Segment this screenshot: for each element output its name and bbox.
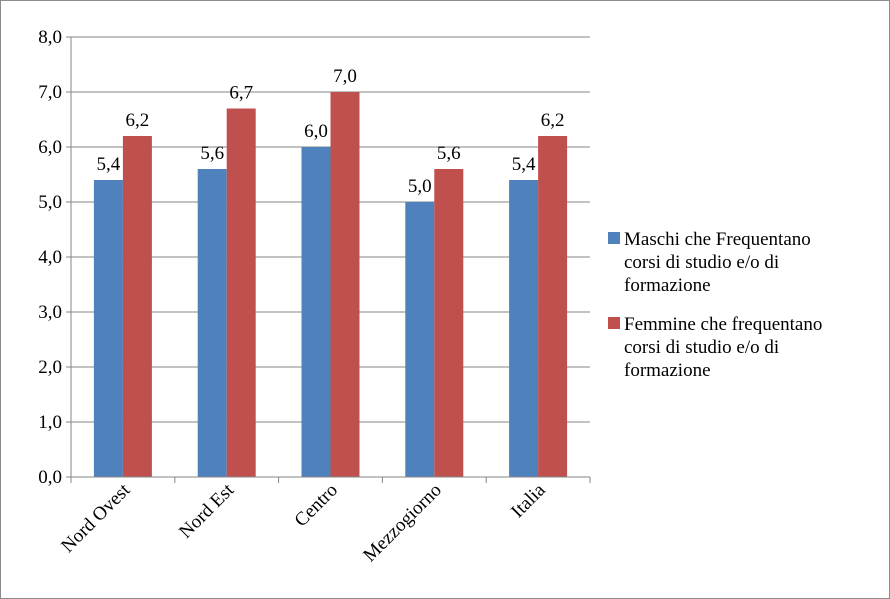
y-tick-label: 4,0 <box>38 247 62 268</box>
legend-swatch <box>608 317 620 329</box>
y-tick-label: 6,0 <box>38 137 62 158</box>
bar <box>405 202 435 477</box>
data-label: 5,6 <box>200 143 224 164</box>
data-labels: 5,46,25,66,76,07,05,05,65,46,2 <box>97 66 565 197</box>
y-tick-label: 2,0 <box>38 357 62 378</box>
x-tick-label: Centro <box>291 480 342 531</box>
x-axis: Nord Ovest Nord Est Centro Mezzogiorno Itali… <box>57 476 591 566</box>
data-label: 6,0 <box>304 121 328 142</box>
y-tick-label: 1,0 <box>38 412 62 433</box>
bar <box>93 180 123 477</box>
data-label: 6,2 <box>126 110 150 131</box>
y-axis: 0,0 1,0 2,0 3,0 4,0 5,0 6,0 7,0 8,0 <box>38 27 72 488</box>
bar <box>197 169 227 477</box>
x-tick-label: Italia <box>507 479 550 522</box>
y-tick-label: 3,0 <box>38 302 62 323</box>
legend-entry-line: corsi di studio e/o di <box>624 252 779 273</box>
data-label: 5,4 <box>97 154 121 175</box>
x-tick-label: Nord Ovest <box>57 479 135 557</box>
legend-entry-line: formazione <box>624 275 711 296</box>
bar <box>301 147 331 477</box>
bar <box>538 136 568 477</box>
bar <box>509 180 539 477</box>
y-tick-label: 7,0 <box>38 82 62 103</box>
data-label: 6,2 <box>541 110 565 131</box>
legend-entry-line: Maschi che Frequentano <box>624 229 811 250</box>
data-label: 5,4 <box>512 154 536 175</box>
data-label: 6,7 <box>229 83 253 104</box>
legend-entry-line: Femmine che frequentano <box>624 314 822 335</box>
x-tick-label: Mezzogiorno <box>359 480 445 566</box>
bar <box>434 169 464 477</box>
legend-entry-line: formazione <box>624 360 711 381</box>
x-tick-label: Nord Est <box>175 479 238 542</box>
y-tick-label: 5,0 <box>38 192 62 213</box>
data-label: 5,6 <box>437 143 461 164</box>
bars <box>93 92 568 477</box>
legend-swatch <box>608 232 620 244</box>
bar <box>330 92 360 477</box>
data-label: 7,0 <box>333 66 357 87</box>
legend-entry-line: corsi di studio e/o di <box>624 337 779 358</box>
data-label: 5,0 <box>408 176 432 197</box>
y-tick-label: 0,0 <box>38 467 62 488</box>
bar <box>226 108 256 477</box>
bar <box>122 136 152 477</box>
y-tick-label: 8,0 <box>38 27 62 48</box>
